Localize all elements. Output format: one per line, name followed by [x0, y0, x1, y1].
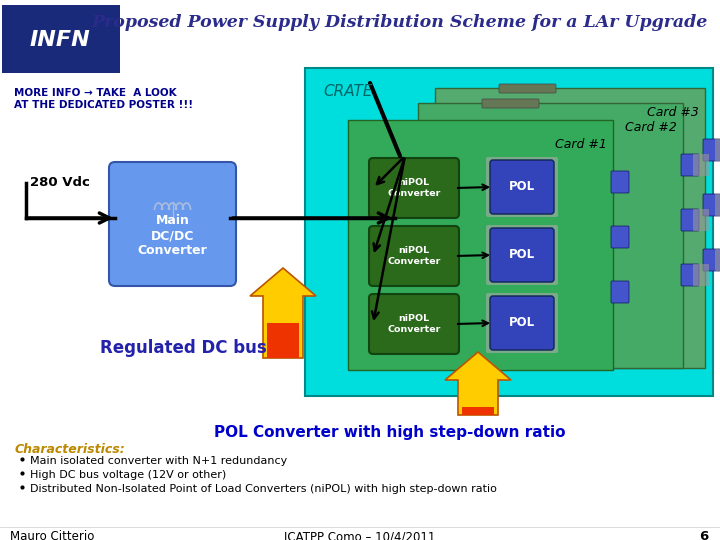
- FancyBboxPatch shape: [681, 154, 699, 176]
- Text: MORE INFO → TAKE  A LOOK
AT THE DEDICATED POSTER !!!: MORE INFO → TAKE A LOOK AT THE DEDICATED…: [14, 88, 193, 110]
- FancyBboxPatch shape: [611, 226, 629, 248]
- FancyBboxPatch shape: [490, 160, 554, 214]
- FancyBboxPatch shape: [418, 103, 683, 368]
- FancyBboxPatch shape: [109, 162, 236, 286]
- Polygon shape: [250, 268, 316, 358]
- Text: 280 Vdc: 280 Vdc: [30, 177, 90, 190]
- Text: Distributed Non-Isolated Point of Load Converters (niPOL) with high step-down ra: Distributed Non-Isolated Point of Load C…: [30, 484, 497, 494]
- Polygon shape: [462, 407, 494, 415]
- Text: CRATE: CRATE: [323, 84, 372, 99]
- Text: 6: 6: [698, 530, 708, 540]
- FancyBboxPatch shape: [2, 5, 120, 73]
- Text: niPOL
Converter: niPOL Converter: [387, 246, 441, 266]
- FancyBboxPatch shape: [693, 154, 709, 176]
- Polygon shape: [267, 323, 299, 358]
- FancyBboxPatch shape: [482, 99, 539, 108]
- Text: Characteristics:: Characteristics:: [15, 443, 126, 456]
- FancyBboxPatch shape: [486, 225, 558, 285]
- Text: POL: POL: [509, 180, 535, 193]
- Text: niPOL
Converter: niPOL Converter: [387, 314, 441, 334]
- FancyBboxPatch shape: [703, 194, 720, 216]
- FancyBboxPatch shape: [435, 88, 705, 368]
- Text: ICATPP Como – 10/4/2011: ICATPP Como – 10/4/2011: [284, 530, 436, 540]
- FancyBboxPatch shape: [715, 249, 720, 271]
- Text: INFN: INFN: [30, 30, 91, 50]
- FancyBboxPatch shape: [693, 264, 709, 286]
- FancyBboxPatch shape: [486, 293, 558, 353]
- FancyBboxPatch shape: [490, 228, 554, 282]
- FancyBboxPatch shape: [693, 209, 709, 231]
- FancyBboxPatch shape: [681, 264, 699, 286]
- FancyBboxPatch shape: [499, 84, 556, 93]
- FancyBboxPatch shape: [369, 226, 459, 286]
- FancyBboxPatch shape: [681, 209, 699, 231]
- FancyBboxPatch shape: [305, 68, 713, 396]
- Text: Card #2: Card #2: [625, 121, 677, 134]
- Text: Main isolated converter with N+1 redundancy: Main isolated converter with N+1 redunda…: [30, 456, 287, 466]
- FancyBboxPatch shape: [703, 249, 720, 271]
- Text: POL: POL: [509, 248, 535, 261]
- FancyBboxPatch shape: [348, 120, 613, 370]
- Polygon shape: [445, 352, 511, 415]
- Text: Card #3: Card #3: [647, 106, 699, 119]
- Text: POL Converter with high step-down ratio: POL Converter with high step-down ratio: [215, 424, 566, 440]
- FancyBboxPatch shape: [611, 171, 629, 193]
- Text: POL: POL: [509, 316, 535, 329]
- FancyBboxPatch shape: [715, 194, 720, 216]
- FancyBboxPatch shape: [490, 296, 554, 350]
- Text: Card #1: Card #1: [555, 138, 607, 151]
- Text: niPOL
Converter: niPOL Converter: [387, 178, 441, 198]
- Text: Mauro Citterio: Mauro Citterio: [10, 530, 94, 540]
- FancyBboxPatch shape: [486, 157, 558, 217]
- Text: Proposed Power Supply Distribution Scheme for a LAr Upgrade: Proposed Power Supply Distribution Schem…: [92, 14, 708, 31]
- FancyBboxPatch shape: [703, 139, 720, 161]
- Text: Regulated DC bus: Regulated DC bus: [100, 339, 266, 357]
- FancyBboxPatch shape: [369, 294, 459, 354]
- FancyBboxPatch shape: [369, 158, 459, 218]
- FancyBboxPatch shape: [715, 139, 720, 161]
- Text: High DC bus voltage (12V or other): High DC bus voltage (12V or other): [30, 470, 226, 480]
- Text: Main
DC/DC
Converter: Main DC/DC Converter: [138, 214, 207, 258]
- FancyBboxPatch shape: [611, 281, 629, 303]
